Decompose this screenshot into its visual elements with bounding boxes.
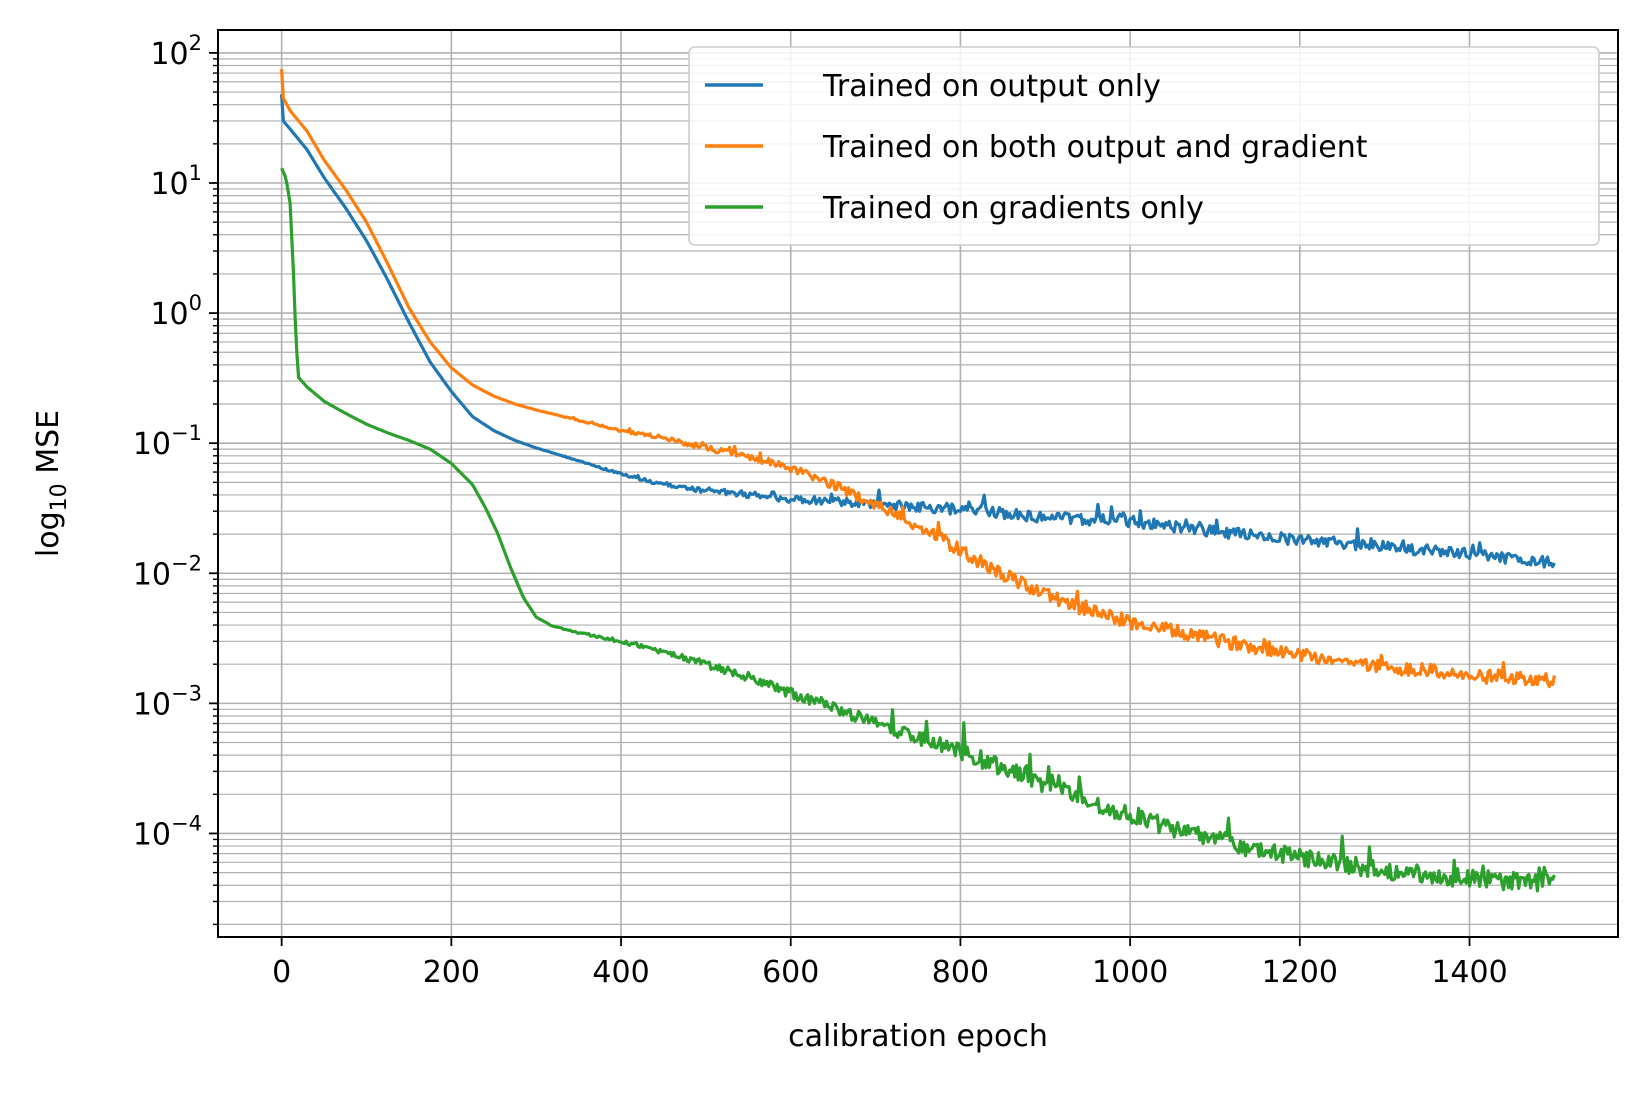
y-tick-label: 101 (150, 161, 202, 202)
axes-frame (217, 29, 1619, 938)
x-axis-label: calibration epoch (788, 1019, 1048, 1054)
x-tick-label: 0 (272, 955, 291, 990)
y-tick-label: 102 (150, 31, 202, 72)
ticks: 0 200 400 600 800 1000 1200 1400 102 101 100 10−1 10… (133, 31, 1508, 990)
y-tick-label: 10−4 (133, 811, 202, 852)
x-tick-label: 600 (762, 955, 819, 990)
y-tick-label: 10−1 (133, 421, 202, 462)
y-tick-label: 100 (150, 291, 202, 332)
x-tick-label: 200 (423, 955, 480, 990)
y-tick-label: 10−3 (133, 681, 202, 722)
legend-box (688, 46, 1600, 246)
series-line-1 (280, 94, 1556, 569)
x-tick-label: 1000 (1092, 955, 1168, 990)
x-tick-label: 800 (932, 955, 989, 990)
series-line-2 (280, 69, 1556, 689)
legend-label: Trained on gradients only (822, 191, 1204, 226)
y-tick-label: 10−2 (133, 551, 202, 592)
grid (218, 30, 1618, 937)
y-axis-label-subscript: 10 (47, 483, 72, 511)
x-tick-label: 1200 (1262, 955, 1338, 990)
series-line-3 (280, 167, 1556, 893)
x-tick-label: 1400 (1431, 955, 1507, 990)
x-tick-label: 400 (592, 955, 649, 990)
y-axis-label: log10 MSE (31, 410, 72, 557)
y-axis-label-rest: MSE (31, 410, 66, 483)
y-axis-label-base: log (31, 511, 66, 557)
legend: Trained on output only Trained on both ou… (688, 46, 1600, 246)
legend-label: Trained on both output and gradient (822, 130, 1368, 165)
plot-lines (280, 69, 1556, 893)
legend-label: Trained on output only (822, 69, 1161, 104)
